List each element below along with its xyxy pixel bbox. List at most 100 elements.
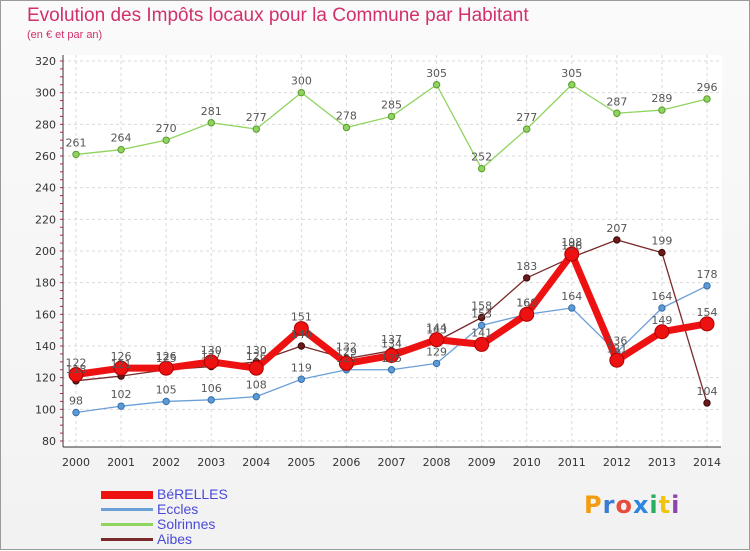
y-tick-label: 240	[35, 182, 56, 195]
legend-label: Solrinnes	[157, 516, 216, 532]
data-label: 151	[291, 311, 312, 324]
data-point	[68, 367, 84, 382]
data-label: 305	[426, 67, 447, 80]
data-point	[207, 119, 215, 127]
data-point	[113, 360, 129, 376]
data-label: 144	[426, 322, 447, 335]
data-point	[523, 125, 531, 133]
data-point	[658, 304, 666, 312]
data-label: 98	[69, 395, 83, 408]
chart-subtitle: (en € et par an)	[27, 29, 103, 41]
data-point	[613, 109, 621, 117]
data-point	[117, 145, 125, 154]
y-tick-label: 80	[42, 435, 56, 448]
data-point	[477, 321, 486, 330]
x-tick-label: 2012	[603, 456, 631, 469]
x-tick-label: 2004	[242, 456, 270, 469]
data-label: 296	[697, 81, 718, 94]
data-label: 122	[66, 357, 87, 370]
x-tick-label: 2000	[62, 456, 90, 469]
data-point	[293, 321, 309, 337]
data-point	[72, 150, 80, 159]
y-tick-label: 220	[35, 213, 56, 226]
legend-item: BéRELLES	[101, 487, 228, 502]
data-label: 196	[561, 239, 582, 252]
y-tick-label: 200	[35, 245, 56, 258]
x-tick-label: 2001	[107, 456, 135, 469]
data-label: 252	[471, 151, 492, 164]
y-tick-label: 320	[35, 55, 56, 68]
data-label: 160	[516, 296, 537, 309]
x-tick-label: 2006	[332, 456, 360, 469]
x-tick-label: 2009	[468, 456, 496, 469]
data-label: 136	[606, 334, 627, 347]
data-label: 158	[471, 300, 492, 313]
logo-letter: o	[615, 491, 633, 519]
x-tick-label: 2007	[378, 456, 406, 469]
legend-label: Eccles	[157, 501, 199, 517]
data-label: 153	[471, 307, 492, 320]
data-label: 281	[201, 105, 222, 118]
logo-letter: x	[632, 491, 650, 519]
data-point	[207, 396, 215, 404]
data-point	[203, 354, 219, 370]
data-label: 300	[291, 75, 312, 88]
logo-letter: i	[671, 491, 681, 519]
data-label: 104	[697, 385, 718, 398]
x-tick-label: 2002	[152, 456, 180, 469]
logo-letter: t	[658, 491, 672, 519]
data-point	[654, 324, 670, 340]
x-tick-label: 2014	[693, 456, 721, 469]
data-label: 277	[516, 111, 537, 124]
x-tick-label: 2011	[558, 456, 586, 469]
data-point	[158, 360, 174, 376]
data-point	[117, 402, 125, 410]
data-point	[568, 81, 576, 89]
legend-item: Aibes	[101, 532, 228, 547]
data-label: 207	[606, 222, 627, 235]
data-point	[699, 316, 715, 332]
data-label: 121	[111, 358, 132, 371]
data-point	[564, 246, 580, 262]
data-label: 125	[381, 352, 402, 365]
legend-swatch	[101, 523, 153, 526]
y-tick-label: 180	[35, 277, 56, 290]
x-tick-label: 2013	[648, 456, 676, 469]
data-label: 132	[336, 341, 357, 354]
data-label: 131	[606, 342, 627, 355]
data-point	[432, 359, 441, 368]
data-label: 126	[246, 350, 267, 363]
y-tick-label: 140	[35, 340, 56, 353]
x-tick-label: 2003	[197, 456, 225, 469]
x-tick-label: 2005	[287, 456, 315, 469]
data-point	[658, 248, 666, 257]
data-label: 126	[156, 350, 177, 363]
data-label: 118	[66, 363, 87, 376]
data-label: 261	[66, 136, 87, 149]
data-label: 287	[606, 95, 627, 108]
data-point	[162, 136, 170, 144]
data-point	[252, 125, 260, 133]
data-label: 137	[381, 333, 402, 346]
data-point	[703, 95, 711, 103]
data-point	[72, 408, 80, 417]
data-point	[568, 304, 576, 312]
data-label: 134	[381, 338, 402, 351]
legend-label: BéRELLES	[157, 486, 228, 502]
logo-letter: P	[584, 491, 603, 519]
data-label: 102	[111, 388, 132, 401]
x-tick-label: 2010	[513, 456, 541, 469]
data-label: 164	[651, 290, 672, 303]
y-tick-label: 300	[35, 87, 56, 100]
data-label: 183	[516, 260, 537, 273]
data-label: 198	[561, 236, 582, 249]
data-point	[429, 332, 445, 348]
data-point	[474, 336, 490, 352]
data-label: 178	[697, 268, 718, 281]
data-point	[703, 399, 711, 407]
data-label: 305	[561, 67, 582, 80]
logo-letter: r	[602, 491, 616, 519]
data-label: 289	[651, 92, 672, 105]
